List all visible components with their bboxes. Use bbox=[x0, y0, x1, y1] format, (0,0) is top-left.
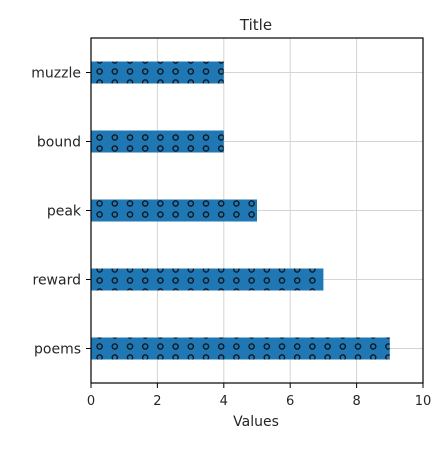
x-tick-label: 6 bbox=[286, 394, 294, 409]
y-tick-label: poems bbox=[34, 342, 81, 358]
bar-reward bbox=[91, 269, 323, 291]
x-tick-label: 4 bbox=[220, 394, 228, 409]
y-tick-label: muzzle bbox=[31, 66, 81, 82]
x-tick-label: 2 bbox=[153, 394, 161, 409]
y-tick-label: reward bbox=[33, 273, 82, 289]
bar-peak bbox=[91, 200, 257, 222]
bar-muzzle bbox=[91, 62, 224, 84]
x-axis-label: Values bbox=[233, 414, 279, 430]
bar-poems bbox=[91, 338, 390, 360]
x-tick-label: 0 bbox=[87, 394, 95, 409]
bar-bound bbox=[91, 131, 224, 153]
chart-title: Title bbox=[239, 16, 272, 34]
x-tick-label: 10 bbox=[415, 394, 432, 409]
x-tick-label: 8 bbox=[352, 394, 360, 409]
y-tick-label: peak bbox=[47, 204, 82, 220]
y-tick-label: bound bbox=[37, 135, 81, 151]
